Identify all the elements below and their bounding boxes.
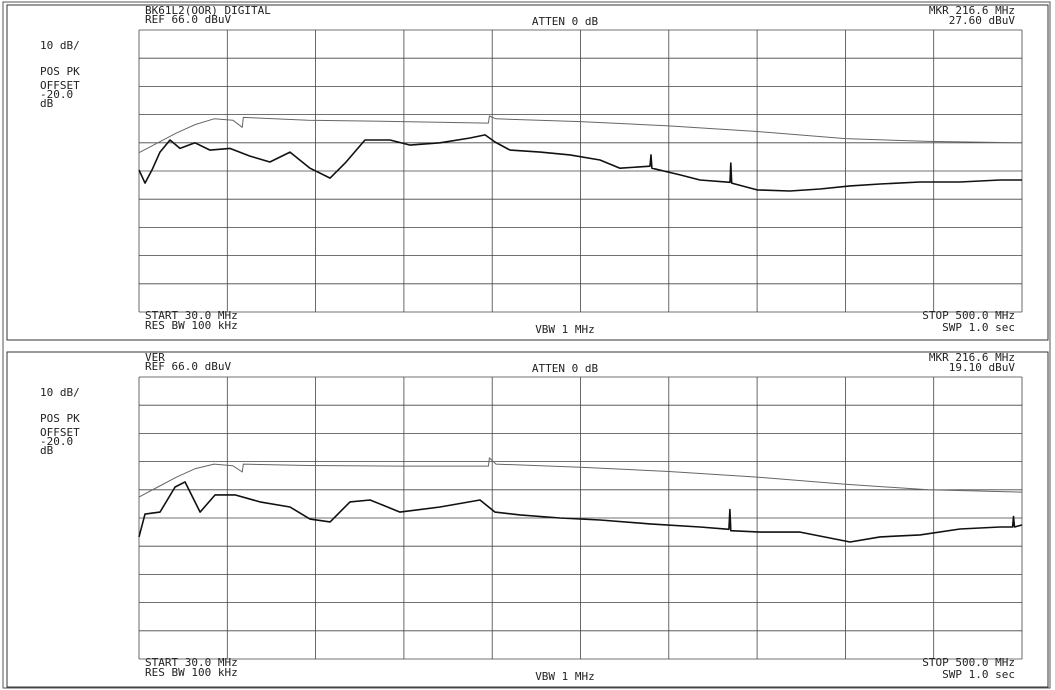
annotation-start: START 30.0 MHz — [145, 656, 238, 669]
annotation-atten: ATTEN 0 dB — [532, 15, 599, 28]
annotation-marker-freq: MKR 216.6 MHz — [929, 351, 1015, 364]
annotation-vbw: VBW 1 MHz — [535, 670, 595, 683]
annotation-marker-level: 19.10 dBuV — [949, 361, 1016, 374]
annotation-offset: -20.0 — [40, 435, 73, 448]
annotation-detector: POS PK — [40, 412, 80, 425]
annotation-scale: 10 dB/ — [40, 386, 80, 399]
annotation-sweep: SWP 1.0 sec — [942, 321, 1015, 334]
annotation-vbw: VBW 1 MHz — [535, 323, 595, 336]
annotation-ref-level: REF 66.0 dBuV — [145, 360, 231, 373]
annotation-marker-level: 27.60 dBuV — [949, 14, 1016, 27]
annotation-scale: 10 dB/ — [40, 39, 80, 52]
annotation-start: START 30.0 MHz — [145, 309, 238, 322]
panel-frame — [6, 351, 1049, 688]
annotation-rbw: RES BW 100 kHz — [145, 666, 238, 679]
annotation-rbw: RES BW 100 kHz — [145, 319, 238, 332]
annotation-offset: -20.0 — [40, 88, 73, 101]
trace-line — [138, 134, 1022, 192]
annotation-offset-label: OFFSET — [40, 79, 80, 92]
annotation-stop: STOP 500.0 MHz — [922, 309, 1015, 322]
annotation-sweep: SWP 1.0 sec — [942, 668, 1015, 681]
annotation-stop: STOP 500.0 MHz — [922, 656, 1015, 669]
trace-line — [138, 481, 1023, 543]
annotation-offset-unit: dB — [40, 97, 54, 110]
annotation-marker-freq: MKR 216.6 MHz — [929, 4, 1015, 17]
limit-line — [138, 115, 1023, 154]
annotation-trace-label: BK61L2(OOR) DIGITAL — [145, 4, 271, 17]
annotation-detector: POS PK — [40, 65, 80, 78]
annotation-ref-level: REF 66.0 dBuV — [145, 13, 231, 26]
limit-line — [138, 457, 1023, 498]
annotation-trace-label: VER — [145, 351, 165, 364]
panel-frame — [6, 4, 1049, 341]
annotation-offset-label: OFFSET — [40, 426, 80, 439]
annotation-atten: ATTEN 0 dB — [532, 362, 599, 375]
annotation-offset-unit: dB — [40, 444, 54, 457]
